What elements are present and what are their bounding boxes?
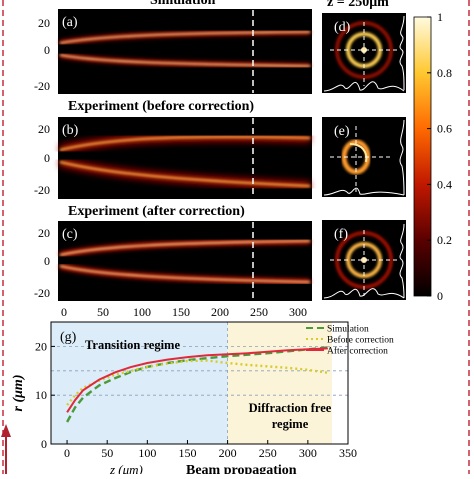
colorbar-tick-label: 1 <box>437 10 443 24</box>
footer-axis-label: z (μm) <box>109 462 143 474</box>
panel-e-letter: (e) <box>334 124 350 139</box>
panel-a-ytick-neg20: -20 <box>34 79 50 93</box>
panel-c-beam-lower-core <box>59 265 311 283</box>
colorbar-tick-label: 0.2 <box>437 233 452 247</box>
panel-d-profile-y <box>399 15 405 91</box>
top-x-tick-label: 250 <box>250 305 268 319</box>
top-x-tick-label: 150 <box>172 305 190 319</box>
chart-regions <box>51 322 332 444</box>
series-simulation <box>66 346 329 423</box>
x-tick-label: 0 <box>64 446 70 460</box>
y-tick-label: 0 <box>41 437 47 451</box>
panel-e-bright-arc <box>349 143 368 163</box>
panel-b-ytick-0: 0 <box>44 151 50 165</box>
top-x-tick-label: 200 <box>211 305 229 319</box>
colorbar-tick-label: 0.4 <box>437 177 452 191</box>
top-x-tick-label: 300 <box>289 305 307 319</box>
colorbar-tick-label: 0.8 <box>437 66 452 80</box>
panel-a-letter: (a) <box>62 15 78 30</box>
colorbar-tick-label: 0.6 <box>437 122 452 136</box>
panel-b-beam-upper-core <box>59 135 311 151</box>
footer-caption: Beam propagation <box>186 463 297 474</box>
y-tick-label: 10 <box>35 388 47 402</box>
x-tick-label: 200 <box>219 446 237 460</box>
x-tick-label: 100 <box>138 446 156 460</box>
panel-b: (b) 20 0 -20 <box>34 117 312 199</box>
panel-f-letter: (f) <box>334 227 348 242</box>
panel-c-letter: (c) <box>62 227 78 242</box>
panel-a-ytick-0: 0 <box>44 43 50 57</box>
panel-a-beam-upper-core <box>59 31 311 44</box>
panel-a-image <box>58 9 312 94</box>
panel-c-ytick-20: 20 <box>38 226 50 240</box>
panel-g-letter: (g) <box>60 330 77 345</box>
chart-series <box>66 346 329 423</box>
top-x-tick-label: 0 <box>61 305 67 319</box>
panel-b-title: Experiment (before correction) <box>68 99 254 114</box>
panel-b-beam-lower-core <box>59 161 311 187</box>
legend-label: Before correction <box>327 335 394 346</box>
top-x-tick-label: 50 <box>97 305 109 319</box>
panel-c-title: Experiment (after correction) <box>68 204 245 219</box>
panel-b-letter: (b) <box>62 123 79 138</box>
panel-b-ytick-20: 20 <box>38 122 50 136</box>
chart-region-label-transition: Transition regime <box>85 338 180 352</box>
chart-x-ticks: 0 50 100 150 200 250 300 350 <box>64 440 357 460</box>
chart-y-axis-label: r (μm) <box>11 375 26 412</box>
chart-frame <box>50 321 349 445</box>
colorbar: 1 0.8 0.6 0.4 0.2 0 <box>413 10 452 303</box>
panel-d: (d) <box>322 13 406 93</box>
panel-c-ytick-0: 0 <box>44 254 50 268</box>
chart-region-label-diffraction-2: regime <box>272 417 309 431</box>
panel-c-beam-upper-core <box>59 240 311 256</box>
x-tick-label: 300 <box>299 446 317 460</box>
panel-a-beam-lower-core <box>59 54 311 67</box>
legend-label: Simulation <box>327 325 369 335</box>
panel-d-profile-x <box>323 81 405 92</box>
panel-c-ytick-neg20: -20 <box>34 286 50 300</box>
colorbar-ticks: 1 0.8 0.6 0.4 0.2 0 <box>427 10 452 303</box>
panel-e: (e) <box>322 117 406 197</box>
top-x-tick-label: 100 <box>133 305 151 319</box>
legend-label: After correction <box>327 346 388 357</box>
chart-region-label-diffraction-1: Diffraction free <box>249 401 332 415</box>
panel-b-ytick-neg20: -20 <box>34 183 50 197</box>
x-tick-label: 350 <box>339 446 357 460</box>
panel-e-profile-x <box>323 187 405 196</box>
panel-a-ytick-20: 20 <box>38 16 50 30</box>
panel-e-profile-y <box>399 119 405 196</box>
panel-d-letter: (d) <box>334 20 351 35</box>
series-before-correction <box>66 359 329 406</box>
region-diffraction-free <box>227 322 332 444</box>
region-transition <box>51 322 228 444</box>
z-position-label: z = 250μm <box>327 0 389 10</box>
chart-reference-lines <box>51 322 348 444</box>
panel-e-image <box>322 117 406 197</box>
panel-c-image <box>58 221 312 301</box>
colorbar-gradient <box>413 16 432 297</box>
top-x-axis-ticks: 0 50 100 150 200 250 300 <box>61 305 307 319</box>
panel-f-profile-x <box>323 288 405 299</box>
panel-f-profile-y <box>399 223 405 299</box>
x-tick-label: 50 <box>101 446 113 460</box>
panel-c: (c) 20 0 -20 <box>34 221 312 301</box>
chart-y-ticks: 20 10 0 <box>35 339 55 451</box>
panel-f: (f) <box>322 220 406 300</box>
y-tick-label: 20 <box>35 339 47 353</box>
propagation-arrow-head <box>1 424 11 437</box>
x-tick-label: 250 <box>259 446 277 460</box>
series-after-correction <box>66 347 328 413</box>
x-tick-label: 150 <box>178 446 196 460</box>
panel-a: (a) 20 0 -20 <box>34 9 312 94</box>
top-header-simulation: Simulation <box>150 0 216 8</box>
colorbar-tick-label: 0 <box>437 289 443 303</box>
